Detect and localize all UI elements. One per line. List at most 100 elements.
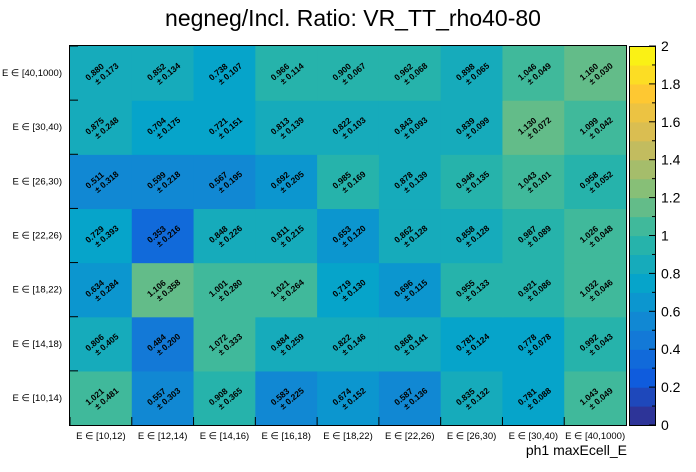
heatmap-cell xyxy=(502,370,565,426)
x-tick-label: E ∈ [18,22) xyxy=(323,431,372,442)
heatmap-cell xyxy=(70,316,133,372)
heatmap-cell xyxy=(378,46,442,101)
heatmap-cell xyxy=(70,154,133,210)
heatmap-cell xyxy=(255,316,318,372)
color-palette xyxy=(629,46,656,426)
heatmap-cell xyxy=(193,46,256,101)
z-tick-label: 1.8 xyxy=(661,76,681,92)
y-tick-label: E ∈ [26,30) xyxy=(13,176,62,187)
heatmap-cell xyxy=(564,208,627,264)
z-tick-label: 0.2 xyxy=(661,379,681,395)
heatmap-cell xyxy=(502,46,565,101)
palette-bin xyxy=(629,159,656,180)
plot-frame xyxy=(69,45,627,426)
heatmap-cell xyxy=(70,262,133,318)
heatmap-cell xyxy=(317,154,380,210)
heatmap-cell xyxy=(317,262,380,318)
y-axis-ticks: E ∈ [10,14) E ∈ [14,18) E ∈ [18,22) E ∈ [22… xyxy=(2,45,78,404)
heatmap-cell xyxy=(70,370,133,426)
x-tick-label: E ∈ [30,40) xyxy=(509,431,558,442)
heatmap-cell xyxy=(193,262,256,318)
palette-bin xyxy=(629,140,656,161)
heatmap-cell xyxy=(317,370,380,426)
heatmap-cell xyxy=(564,100,627,155)
x-tick-label: E ∈ [40,1000) xyxy=(565,431,625,442)
heatmap-cell xyxy=(131,100,195,155)
heatmap-cell xyxy=(131,262,195,318)
heatmap-cell xyxy=(440,208,504,264)
color-scale-ticks: 0 0.2 0.4 0.6 0.8 1 1.2 1.4 1.6 1.8 2 xyxy=(649,38,681,433)
z-tick-label: 0.4 xyxy=(661,341,681,357)
heatmap-cell xyxy=(193,370,256,426)
heatmap-cell xyxy=(131,154,195,210)
heatmap-cell xyxy=(378,316,442,372)
heatmap-cell xyxy=(502,262,565,318)
y-tick-label: E ∈ [10,14) xyxy=(13,393,62,404)
heatmap-cell xyxy=(70,46,133,101)
heatmap-cell xyxy=(378,262,442,318)
heatmap-cell xyxy=(255,154,318,210)
x-tick-label: E ∈ [10,12) xyxy=(76,431,125,442)
x-tick-label: E ∈ [12,14) xyxy=(138,431,187,442)
palette-bin xyxy=(629,121,656,142)
palette-bin xyxy=(629,273,656,293)
heatmap-cell xyxy=(255,46,318,101)
heatmap-cell xyxy=(131,370,195,426)
heatmap-cell xyxy=(255,100,318,155)
heatmap-cell xyxy=(564,154,627,210)
heatmap-cell xyxy=(564,46,627,101)
z-tick-label: 1.2 xyxy=(661,190,681,206)
palette-bin xyxy=(629,64,656,85)
palette-bin xyxy=(629,368,656,388)
heatmap-cell xyxy=(502,100,565,155)
palette-bin xyxy=(629,254,656,274)
z-tick-label: 1.6 xyxy=(661,114,681,130)
heatmap-cell xyxy=(564,316,627,372)
heatmap-cell xyxy=(378,208,442,264)
heatmap-cell xyxy=(131,316,195,372)
palette-bin xyxy=(629,292,656,312)
x-tick-label: E ∈ [22,26) xyxy=(385,431,434,442)
heatmap-cell xyxy=(193,154,256,210)
palette-bin xyxy=(629,311,656,331)
palette-bin xyxy=(629,349,656,369)
z-tick-label: 0.8 xyxy=(661,265,681,281)
heatmap-cell xyxy=(378,370,442,426)
z-tick-label: 0 xyxy=(661,417,669,433)
palette-bin xyxy=(629,387,656,407)
heatmap-cell xyxy=(255,208,318,264)
heatmap-cell xyxy=(317,100,380,155)
heatmap-cell xyxy=(564,370,627,426)
heatmap-cell xyxy=(193,100,256,155)
heatmap-cell xyxy=(502,316,565,372)
palette-bin xyxy=(629,178,656,199)
z-tick-label: 0.6 xyxy=(661,303,681,319)
x-tick-label: E ∈ [26,30) xyxy=(447,431,496,442)
heatmap-cell xyxy=(564,262,627,318)
palette-bin xyxy=(629,197,656,218)
x-axis-label: ph1 maxEcell_E xyxy=(526,442,627,458)
heatmap-cell xyxy=(317,46,380,101)
y-tick-label: E ∈ [30,40) xyxy=(13,122,62,133)
heatmap-cell xyxy=(440,46,504,101)
heatmap-cell xyxy=(317,208,380,264)
y-tick-label: E ∈ [22,26) xyxy=(13,231,62,242)
palette-bin xyxy=(629,406,656,426)
heatmap-cell xyxy=(440,370,504,426)
palette-bin xyxy=(629,330,656,350)
palette-bin xyxy=(629,83,656,104)
heatmap-cells xyxy=(70,46,627,426)
palette-bin xyxy=(629,46,656,66)
z-tick-label: 1.4 xyxy=(661,152,681,168)
heatmap-cell xyxy=(378,100,442,155)
heatmap-cell xyxy=(317,316,380,372)
heatmap-cell xyxy=(131,208,195,264)
heatmap-cell xyxy=(502,154,565,210)
y-tick-label: E ∈ [40,1000) xyxy=(2,68,62,79)
heatmap-cell xyxy=(131,46,195,101)
x-tick-label: E ∈ [14,16) xyxy=(200,431,249,442)
heatmap-cell xyxy=(70,100,133,155)
palette-bin xyxy=(629,102,656,123)
heatmap-cell xyxy=(193,208,256,264)
